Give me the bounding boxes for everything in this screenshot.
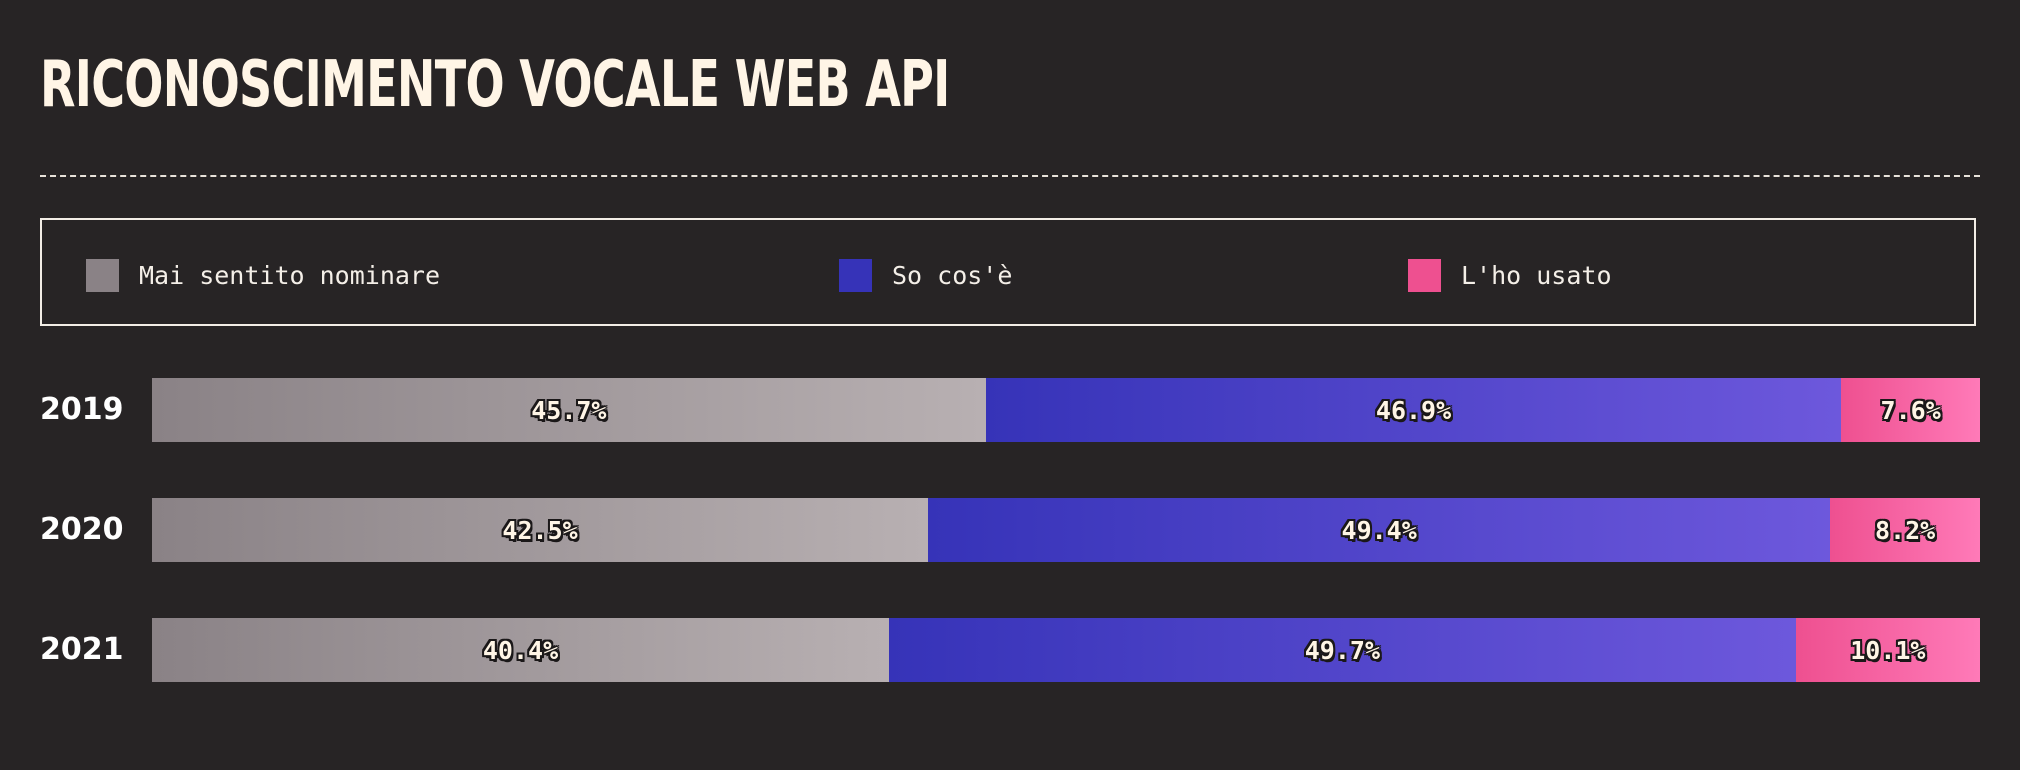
- data-label: 49.4%: [1341, 515, 1417, 545]
- data-label: 49.7%: [1304, 635, 1380, 665]
- legend-item-l-ho-usato[interactable]: L'ho usato: [1408, 258, 1612, 292]
- segment-mai-sentito-2020[interactable]: 42.5%: [152, 498, 929, 562]
- row-label-2019: 2019: [40, 392, 124, 427]
- data-label: 8.2%: [1875, 515, 1936, 545]
- legend-label: Mai sentito nominare: [139, 260, 441, 290]
- data-label: 10.1%: [1850, 635, 1926, 665]
- legend-label: So cos'è: [892, 260, 1013, 290]
- chart-legend: Mai sentito nominare So cos'è L'ho usato: [40, 218, 1976, 326]
- segment-l-ho-usato-2019[interactable]: 7.6%: [1841, 378, 1980, 442]
- segment-mai-sentito-2021[interactable]: 40.4%: [152, 618, 890, 682]
- legend-swatch: [86, 258, 119, 292]
- bar-row-2019: 45.7% 46.9% 7.6%: [152, 378, 1980, 442]
- bar-row-2021: 40.4% 49.7% 10.1%: [152, 618, 1980, 682]
- row-label-2021: 2021: [40, 632, 124, 667]
- segment-so-cos-e-2021[interactable]: 49.7%: [889, 618, 1796, 682]
- legend-item-so-cos-e[interactable]: So cos'è: [839, 258, 1012, 292]
- segment-so-cos-e-2020[interactable]: 49.4%: [928, 498, 1831, 562]
- data-label: 42.5%: [502, 515, 578, 545]
- segment-l-ho-usato-2021[interactable]: 10.1%: [1795, 618, 1980, 682]
- data-label: 7.6%: [1880, 395, 1941, 425]
- segment-mai-sentito-2019[interactable]: 45.7%: [152, 378, 986, 442]
- bar-row-2020: 42.5% 49.4% 8.2%: [152, 498, 1980, 562]
- legend-swatch: [1408, 258, 1441, 292]
- data-label: 46.9%: [1375, 395, 1452, 425]
- row-label-2020: 2020: [40, 512, 124, 547]
- title-divider: [40, 175, 1980, 177]
- segment-so-cos-e-2019[interactable]: 46.9%: [985, 378, 1842, 442]
- segment-l-ho-usato-2020[interactable]: 8.2%: [1830, 498, 1980, 562]
- legend-swatch: [839, 258, 872, 292]
- data-label: 45.7%: [531, 395, 607, 425]
- legend-item-mai-sentito[interactable]: Mai sentito nominare: [86, 258, 440, 292]
- data-label: 40.4%: [482, 635, 559, 665]
- chart-title: RICONOSCIMENTO VOCALE WEB API: [40, 48, 950, 122]
- legend-label: L'ho usato: [1461, 260, 1612, 290]
